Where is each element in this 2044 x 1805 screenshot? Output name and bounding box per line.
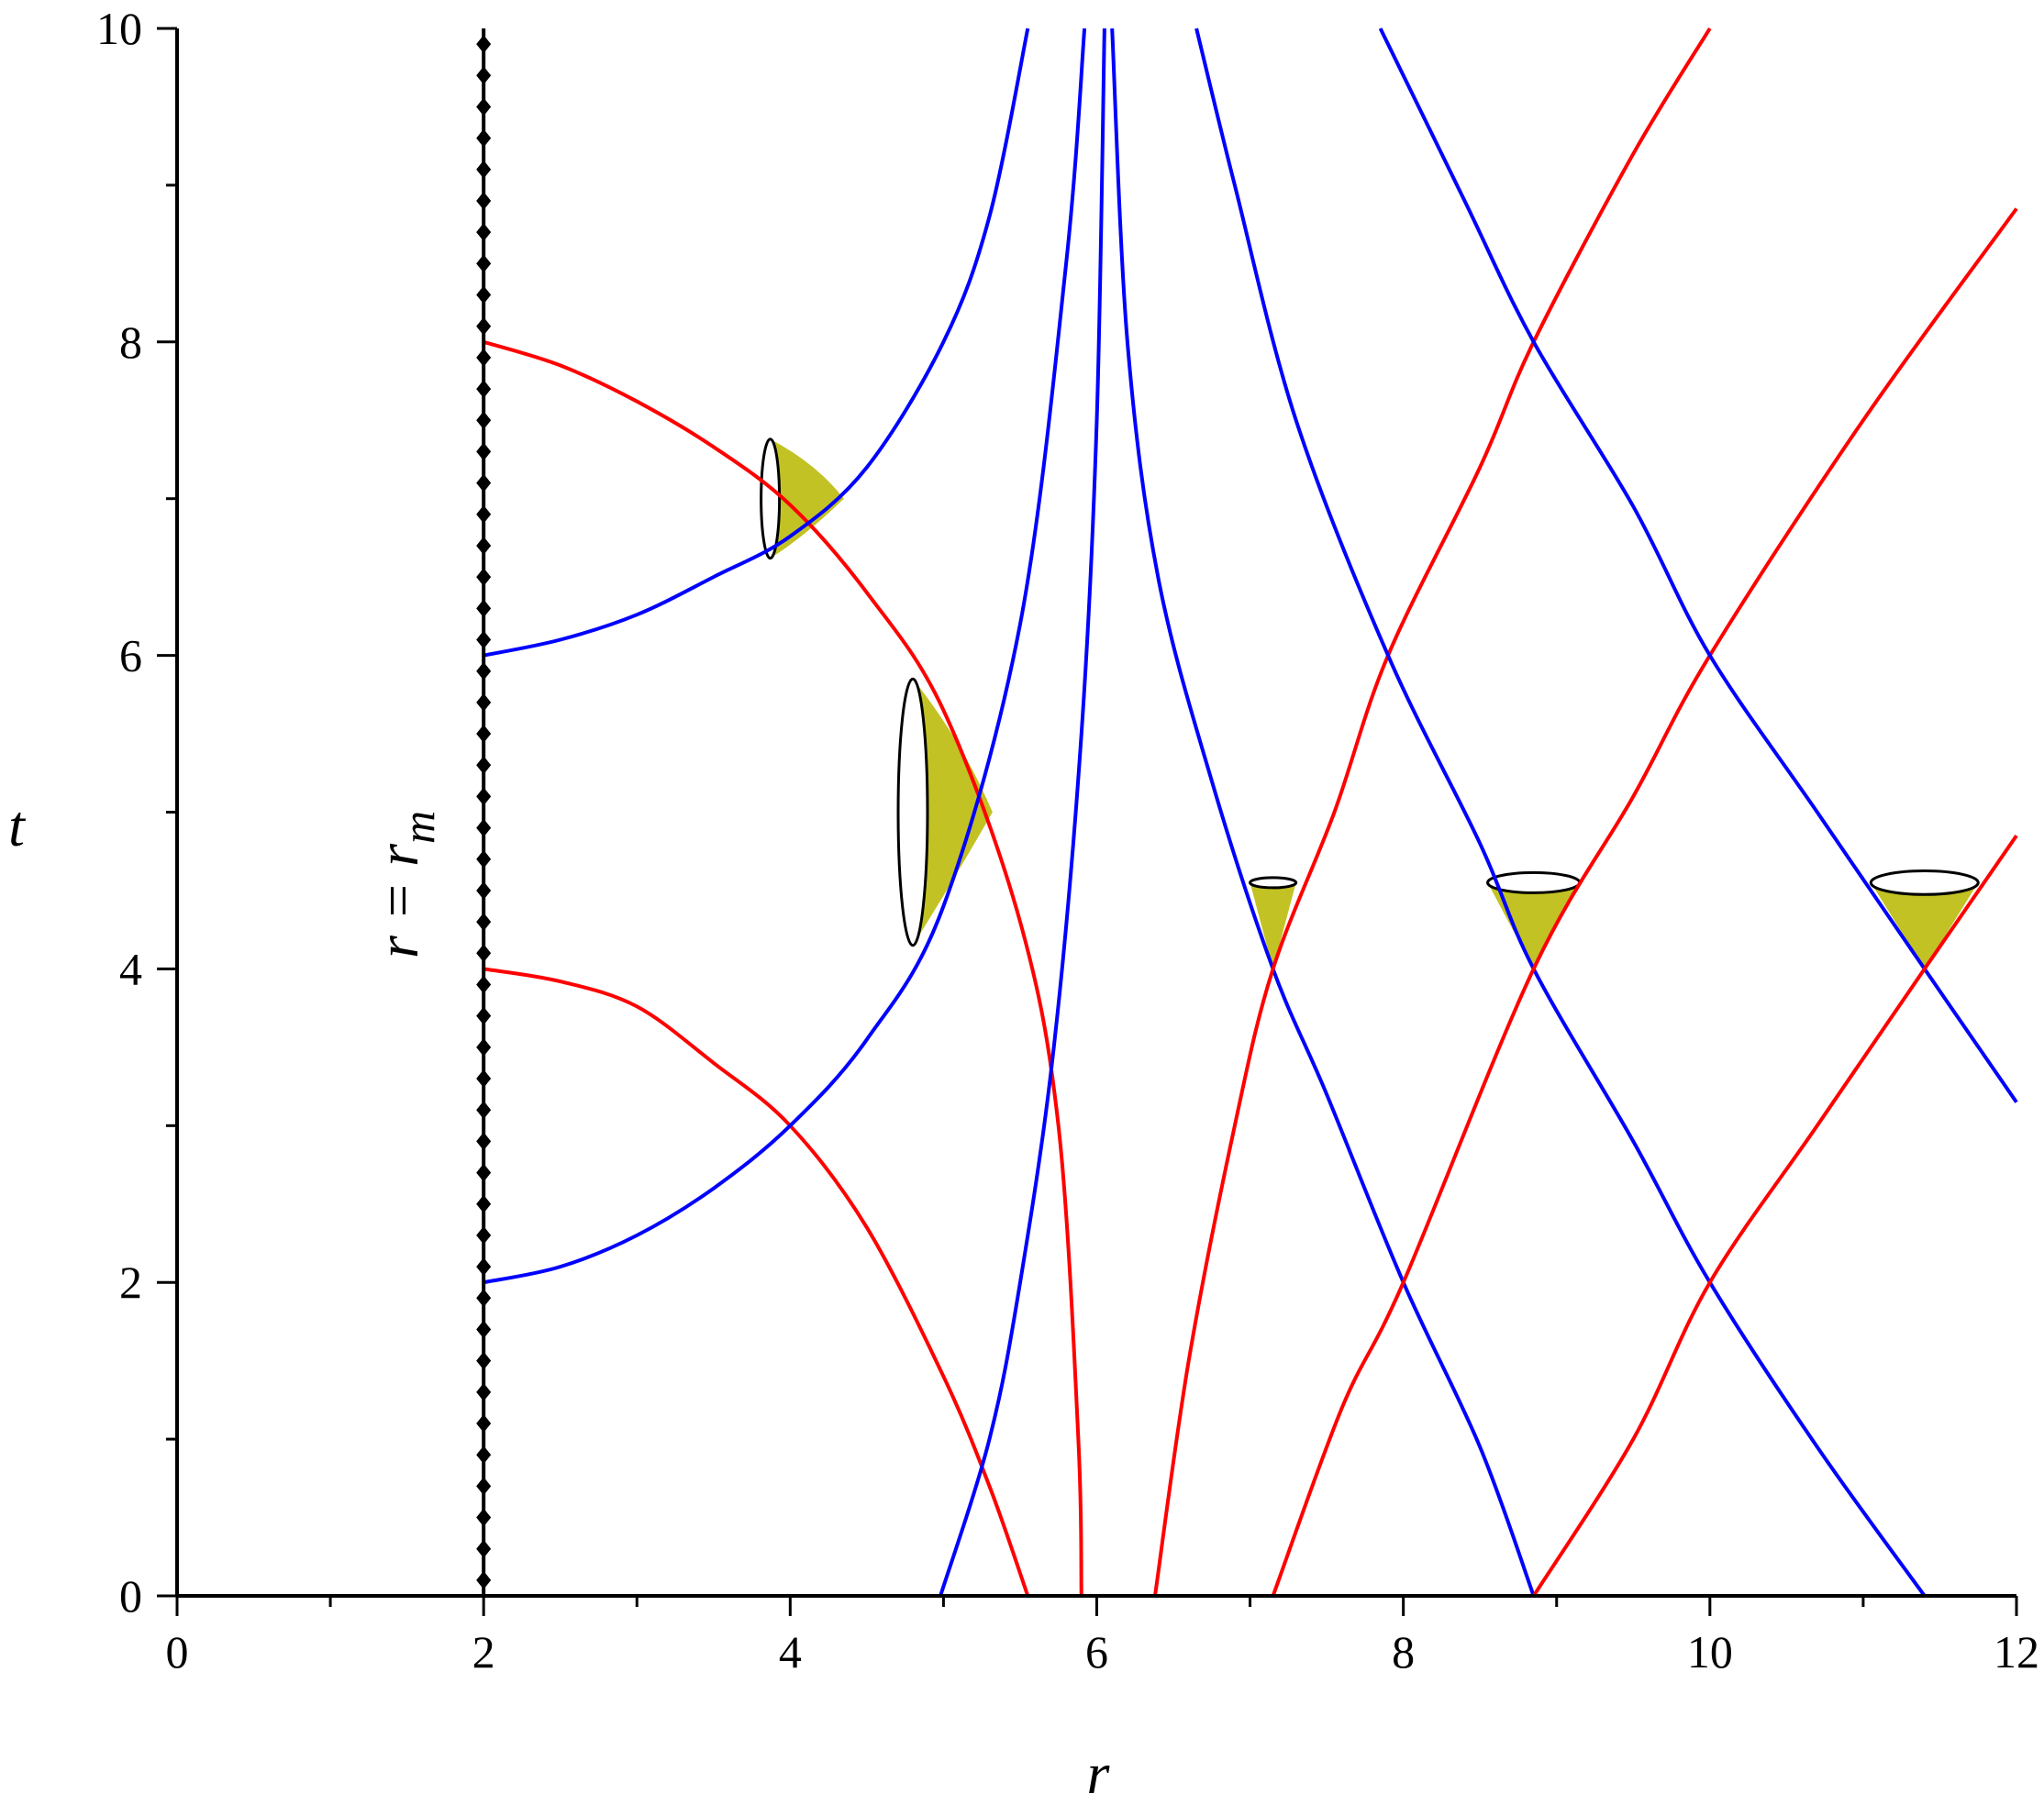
boundary-marker bbox=[476, 380, 492, 399]
axes bbox=[157, 27, 2018, 1616]
boundary-marker bbox=[476, 411, 492, 430]
boundary-marker bbox=[476, 1037, 492, 1057]
boundary-marker bbox=[476, 568, 492, 587]
y-tick-label: 10 bbox=[96, 3, 142, 54]
boundary-marker bbox=[476, 97, 492, 116]
blue-curve bbox=[483, 28, 1030, 658]
x-axis-title: r bbox=[1087, 1741, 1111, 1805]
boundary-marker bbox=[476, 1225, 492, 1245]
boundary-marker bbox=[476, 35, 492, 54]
y-axis-title: t bbox=[8, 793, 27, 858]
boundary-marker bbox=[476, 692, 492, 712]
light-cone bbox=[896, 677, 993, 947]
boundary-marker bbox=[476, 725, 492, 744]
red-curve bbox=[1271, 207, 2018, 1597]
boundary-marker bbox=[476, 442, 492, 461]
boundary-marker bbox=[476, 1289, 492, 1308]
boundary-marker bbox=[476, 599, 492, 618]
blue-curve bbox=[483, 28, 1087, 1285]
boundary-marker bbox=[476, 787, 492, 806]
boundary-marker bbox=[476, 818, 492, 837]
x-tick-label: 10 bbox=[1687, 1626, 1733, 1678]
boundary-marker bbox=[476, 1570, 492, 1589]
boundary-marker bbox=[476, 880, 492, 900]
light-cone-base-ellipse bbox=[760, 437, 782, 560]
boundary-marker bbox=[476, 285, 492, 305]
blue-curve bbox=[1110, 28, 1536, 1597]
x-tick-label: 8 bbox=[1392, 1626, 1415, 1678]
boundary-marker bbox=[476, 536, 492, 555]
x-tick-label: 12 bbox=[1994, 1626, 2039, 1678]
boundary-marker bbox=[476, 756, 492, 775]
light-cone-fill bbox=[1871, 882, 1979, 969]
boundary-marker bbox=[476, 944, 492, 963]
blue-curve bbox=[939, 28, 1106, 1597]
y-tick-label: 6 bbox=[119, 630, 142, 681]
boundary-marker bbox=[476, 1006, 492, 1025]
boundary-marker bbox=[476, 1477, 492, 1496]
boundary-marker bbox=[476, 504, 492, 524]
red-curve bbox=[483, 967, 1030, 1597]
light-cone-base-ellipse bbox=[1249, 876, 1298, 890]
x-tick-label: 6 bbox=[1085, 1626, 1108, 1678]
boundary-marker bbox=[476, 316, 492, 336]
boundary-marker bbox=[476, 1508, 492, 1527]
blue-curve bbox=[1378, 28, 2018, 1103]
light-cone-fill bbox=[913, 679, 993, 946]
y-tick-label: 4 bbox=[119, 943, 142, 994]
boundary-marker bbox=[476, 913, 492, 932]
boundary-marker bbox=[476, 223, 492, 242]
boundary-marker bbox=[476, 1132, 492, 1151]
y-tick-label: 2 bbox=[119, 1257, 142, 1308]
light-cones bbox=[760, 437, 1980, 969]
boundary-annotation-main: r = r bbox=[365, 843, 430, 958]
boundary-marker bbox=[476, 1163, 492, 1182]
boundary-marker bbox=[476, 661, 492, 681]
blue-curve bbox=[1194, 28, 1927, 1598]
boundary-marker bbox=[476, 1320, 492, 1339]
boundary-line-rm bbox=[476, 28, 492, 1596]
series-curves bbox=[483, 27, 2018, 1598]
boundary-marker bbox=[476, 1414, 492, 1434]
boundary-marker bbox=[476, 1382, 492, 1401]
boundary-marker bbox=[476, 975, 492, 994]
boundary-marker bbox=[476, 849, 492, 869]
boundary-marker bbox=[476, 1069, 492, 1089]
boundary-marker bbox=[476, 1539, 492, 1558]
red-curve bbox=[1153, 27, 1712, 1597]
tick-labels: 0 2 4 6 8 10 12 0 2 4 6 8 10 bbox=[96, 3, 2039, 1678]
boundary-marker bbox=[476, 473, 492, 493]
light-cone-base-ellipse bbox=[1869, 869, 1980, 896]
x-tick-label: 2 bbox=[472, 1626, 495, 1678]
boundary-marker bbox=[476, 191, 492, 210]
boundary-marker bbox=[476, 1257, 492, 1277]
boundary-marker bbox=[476, 1194, 492, 1213]
light-cone-fill bbox=[1487, 882, 1580, 969]
light-cone-fill bbox=[1250, 882, 1296, 969]
x-tick-label: 0 bbox=[166, 1626, 189, 1678]
boundary-marker bbox=[476, 348, 492, 367]
x-tick-label: 4 bbox=[779, 1626, 802, 1678]
red-curve bbox=[1532, 834, 2018, 1598]
boundary-marker bbox=[476, 128, 492, 148]
light-cone-base-ellipse bbox=[896, 677, 929, 947]
boundary-marker bbox=[476, 66, 492, 85]
light-cone bbox=[760, 437, 844, 560]
boundary-marker bbox=[476, 160, 492, 179]
boundary-marker bbox=[476, 630, 492, 649]
light-cone bbox=[1486, 870, 1582, 969]
boundary-marker bbox=[476, 1351, 492, 1370]
y-tick-label: 8 bbox=[119, 316, 142, 368]
light-cone bbox=[1869, 869, 1980, 969]
y-tick-label: 0 bbox=[119, 1570, 142, 1622]
boundary-marker bbox=[476, 1101, 492, 1120]
boundary-marker bbox=[476, 1445, 492, 1465]
light-cone bbox=[1249, 876, 1298, 969]
boundary-annotation-subscript: m bbox=[393, 811, 444, 844]
red-curve bbox=[483, 339, 1083, 1597]
light-cone-fill bbox=[770, 438, 844, 559]
boundary-marker bbox=[476, 254, 492, 273]
boundary-annotation: r = rm bbox=[365, 811, 444, 958]
